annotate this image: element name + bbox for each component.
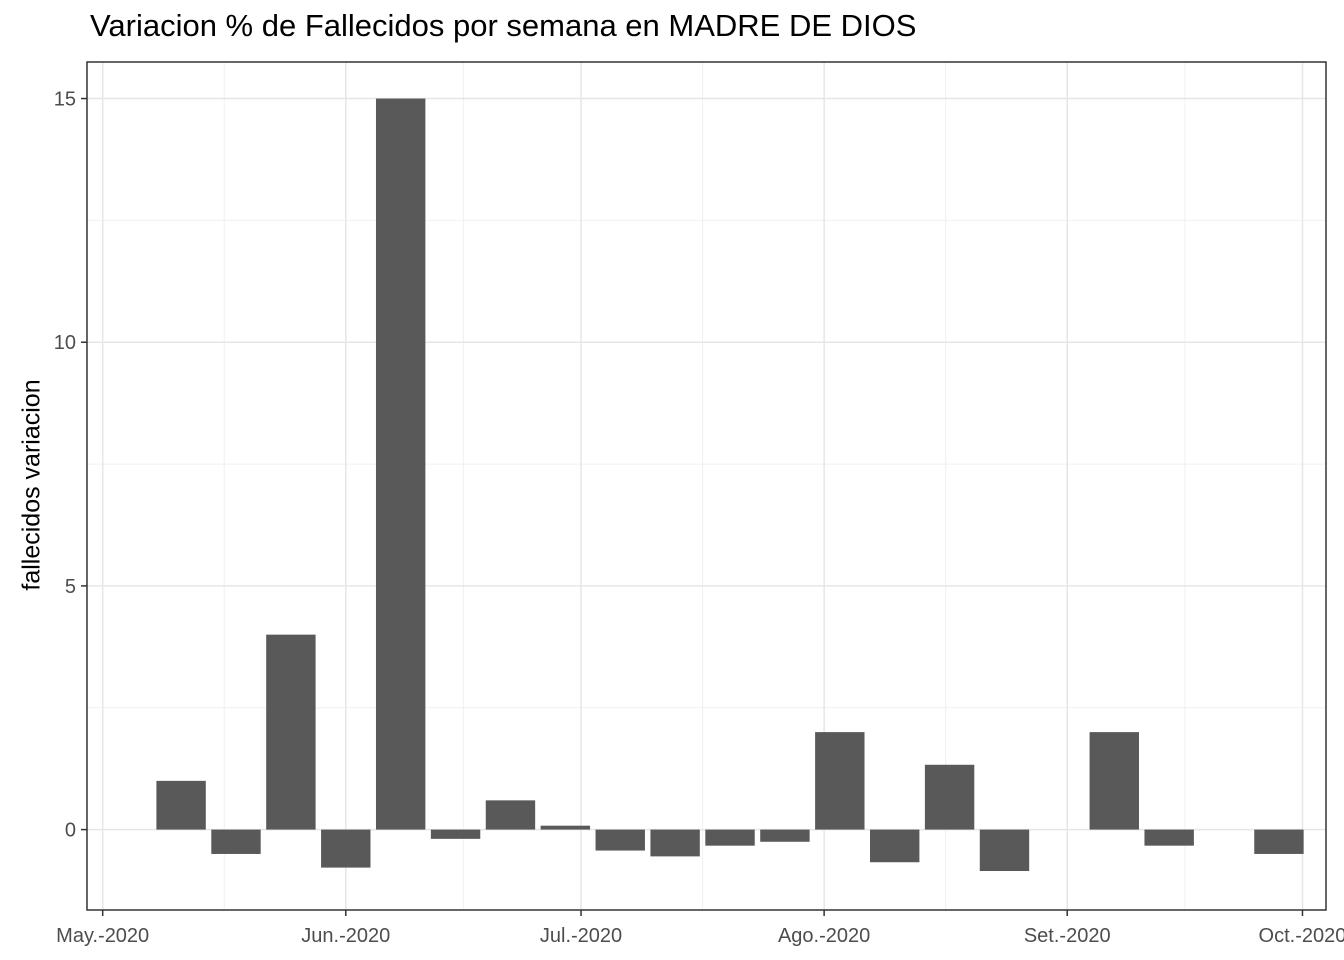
bar xyxy=(760,829,810,842)
x-tick-label: Oct.-2020 xyxy=(1259,925,1344,947)
bar xyxy=(266,634,316,830)
bar xyxy=(156,780,206,830)
y-tick-label: 15 xyxy=(54,89,76,111)
y-tick-label: 5 xyxy=(65,576,76,598)
bar xyxy=(815,732,865,830)
y-tick-label: 0 xyxy=(65,820,76,842)
bar xyxy=(211,829,261,854)
bar xyxy=(979,829,1030,872)
bar xyxy=(375,98,426,830)
bar xyxy=(650,829,700,857)
x-tick-label: Ago.-2020 xyxy=(778,925,870,947)
bar xyxy=(321,829,371,868)
bar xyxy=(1254,829,1304,854)
bar xyxy=(540,825,591,830)
bar xyxy=(1089,732,1139,830)
chart-title: Variacion % de Fallecidos por semana en … xyxy=(90,8,917,43)
x-tick-label: Jun.-2020 xyxy=(301,925,390,947)
bar xyxy=(705,829,755,846)
bar xyxy=(1144,829,1194,846)
x-tick-label: Jul.-2020 xyxy=(540,925,622,947)
x-tick-label: May.-2020 xyxy=(56,925,149,947)
x-tick-label: Set.-2020 xyxy=(1024,925,1111,947)
y-tick-label: 10 xyxy=(54,332,76,354)
bar xyxy=(870,829,920,863)
bar xyxy=(595,829,645,851)
bar xyxy=(430,829,481,839)
bar xyxy=(485,800,536,830)
bar xyxy=(924,764,975,830)
plot-border xyxy=(86,61,1327,911)
